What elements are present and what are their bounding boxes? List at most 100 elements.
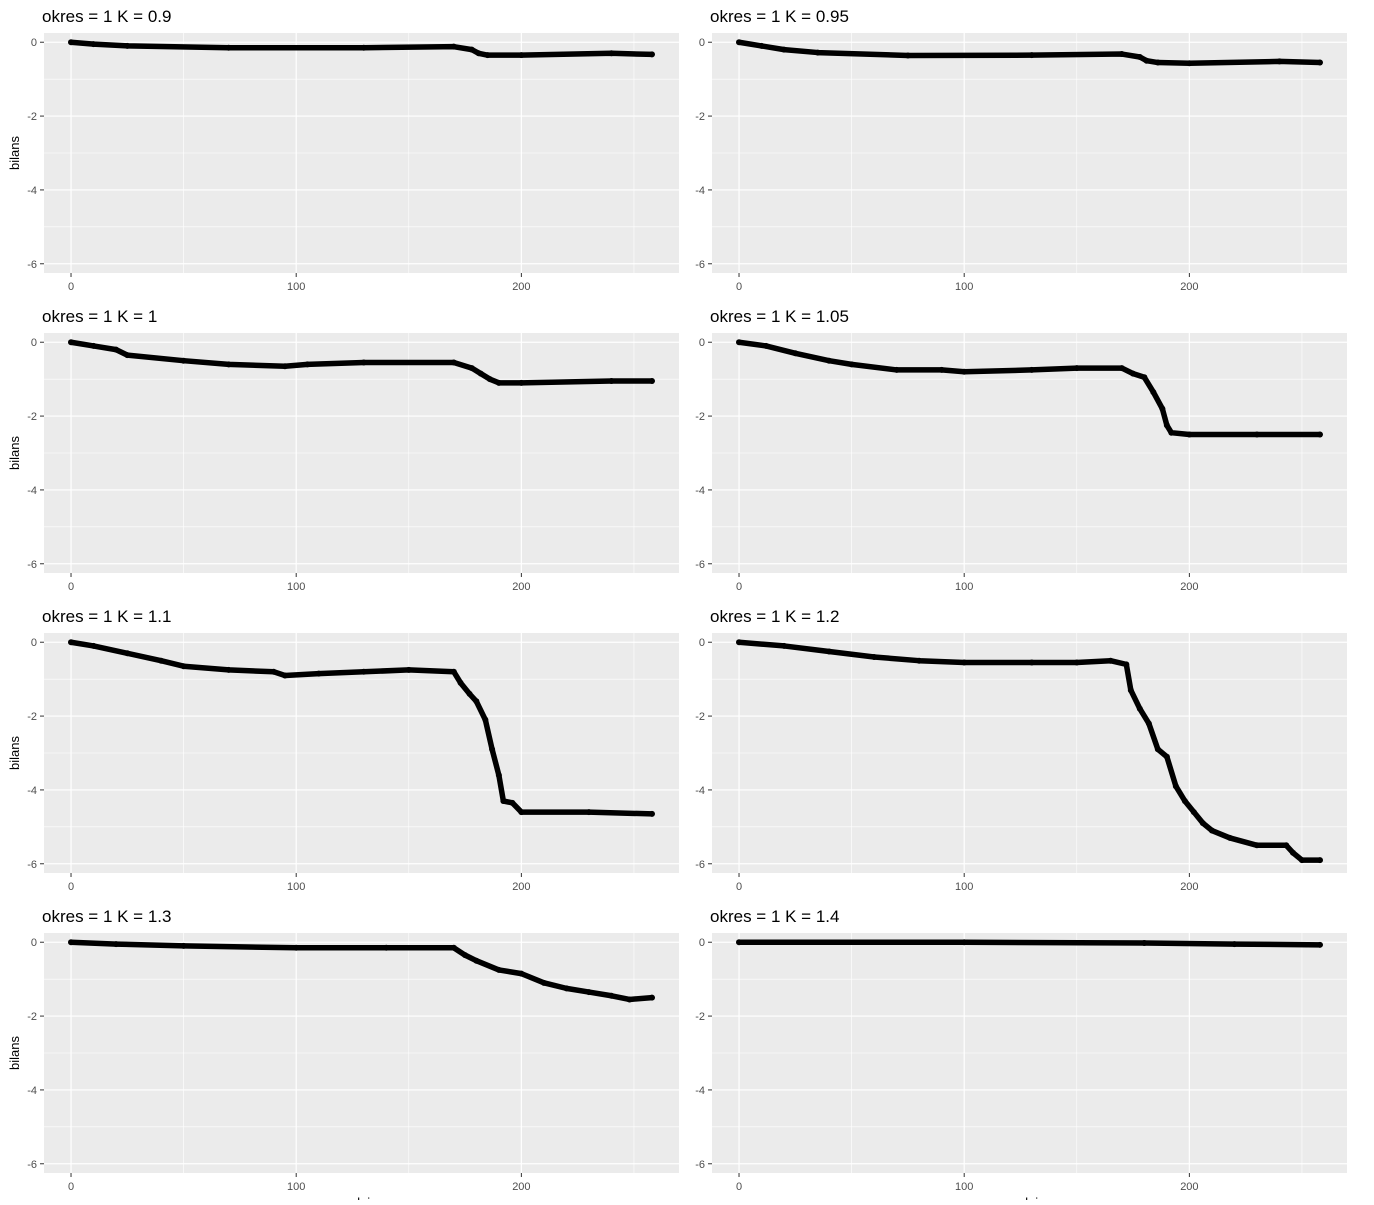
data-point <box>473 957 480 964</box>
data-point <box>450 359 457 366</box>
data-point <box>1226 834 1233 841</box>
y-tick-label: -2 <box>695 711 705 723</box>
y-axis-label: bilans <box>7 136 22 170</box>
data-point <box>477 370 484 377</box>
data-point <box>90 342 97 349</box>
x-tick-label: 100 <box>955 281 973 293</box>
facet-panel: okres = 1 K = 1 0 100 200 0 -2 -4 -6 bilans <box>7 307 679 593</box>
x-tick-label: 200 <box>512 281 530 293</box>
x-tick-label: 0 <box>736 581 742 593</box>
data-point <box>468 46 475 53</box>
data-point <box>281 672 288 679</box>
data-point <box>961 368 968 375</box>
data-point <box>495 772 502 779</box>
x-axis-label: dni <box>353 1195 370 1200</box>
y-tick-label: 0 <box>31 637 37 649</box>
data-point <box>1163 422 1170 429</box>
y-tick-label: -2 <box>27 1011 37 1023</box>
x-tick-label: 0 <box>736 881 742 893</box>
data-point <box>826 648 833 655</box>
data-point <box>450 944 457 951</box>
data-point <box>736 39 743 46</box>
x-tick-label: 0 <box>736 281 742 293</box>
data-point <box>360 668 367 675</box>
y-axis-label: bilans <box>7 1036 22 1070</box>
data-point <box>468 365 475 372</box>
facet-panel: okres = 1 K = 1.1 0 100 200 0 -2 -4 -6 bilans <box>7 607 679 893</box>
data-point <box>1118 51 1125 58</box>
series-line <box>736 639 1323 863</box>
data-point <box>781 642 788 649</box>
y-tick-label: -4 <box>27 485 37 497</box>
data-point <box>315 670 322 677</box>
facet-panel: okres = 1 K = 1.2 0 100 200 0 -2 -4 -6 <box>695 607 1347 893</box>
data-point <box>1145 720 1152 727</box>
data-point <box>1150 389 1157 396</box>
data-point <box>758 42 765 49</box>
data-point <box>648 51 655 58</box>
x-tick-label: 100 <box>287 881 305 893</box>
y-tick-label: -4 <box>27 785 37 797</box>
facet-panel: okres = 1 K = 1.05 0 100 200 0 -2 -4 -6 <box>695 307 1347 593</box>
y-tick-label: 0 <box>31 937 37 949</box>
data-point <box>1154 746 1161 753</box>
data-point <box>1159 405 1166 412</box>
data-point <box>225 666 232 673</box>
y-tick-label: -4 <box>27 1085 37 1097</box>
data-point <box>1186 431 1193 438</box>
data-point <box>405 666 412 673</box>
data-point <box>904 52 911 59</box>
panel-title: okres = 1 K = 0.9 <box>42 7 171 26</box>
y-tick-label: 0 <box>699 637 705 649</box>
data-point <box>1141 374 1148 381</box>
facet-panel: okres = 1 K = 1.3 0 100 200 0 -2 -4 -6 bilans dni <box>7 907 679 1205</box>
data-point <box>961 939 968 946</box>
y-tick-label: -2 <box>27 711 37 723</box>
data-point <box>1289 849 1296 856</box>
data-point <box>360 359 367 366</box>
panel-title: okres = 1 K = 1.05 <box>710 307 849 326</box>
x-tick-label: 200 <box>1180 1181 1198 1193</box>
data-point <box>1276 58 1283 65</box>
x-tick-label: 100 <box>955 581 973 593</box>
data-point <box>736 639 743 646</box>
data-point <box>1199 820 1206 827</box>
data-point <box>961 659 968 666</box>
data-point <box>608 378 615 384</box>
data-point <box>1123 661 1130 668</box>
facet-panel: okres = 1 K = 1.4 0 100 200 0 -2 -4 -6 dni <box>695 907 1347 1205</box>
x-tick-label: 0 <box>68 281 74 293</box>
data-point <box>608 50 615 57</box>
data-point <box>518 970 525 977</box>
panel-title: okres = 1 K = 1.3 <box>42 907 171 926</box>
y-tick-label: -2 <box>27 111 37 123</box>
data-point <box>1073 365 1080 372</box>
data-point <box>763 342 770 349</box>
data-point <box>893 366 900 373</box>
facet-panel: okres = 1 K = 0.95 0 100 200 0 -2 -4 -6 <box>695 7 1347 293</box>
x-tick-label: 200 <box>1180 881 1198 893</box>
data-point <box>383 944 390 951</box>
data-point <box>1172 783 1179 790</box>
data-point <box>736 339 743 346</box>
x-tick-label: 200 <box>512 881 530 893</box>
data-point <box>124 352 131 359</box>
data-point <box>1181 798 1188 804</box>
data-point <box>360 44 367 51</box>
data-point <box>500 798 507 804</box>
data-point <box>1316 59 1323 66</box>
data-point <box>489 746 496 753</box>
y-tick-label: -4 <box>695 485 705 497</box>
y-tick-label: -6 <box>695 559 705 571</box>
data-point <box>180 663 187 670</box>
data-point <box>1283 842 1290 849</box>
y-tick-label: -2 <box>695 1011 705 1023</box>
y-tick-label: 0 <box>699 337 705 349</box>
data-point <box>466 690 473 697</box>
data-point <box>113 941 120 948</box>
series-line <box>68 939 655 1003</box>
panel-title: okres = 1 K = 1.4 <box>710 907 839 926</box>
y-tick-label: -2 <box>695 411 705 423</box>
y-tick-label: -6 <box>27 859 37 871</box>
data-point <box>1168 429 1175 436</box>
